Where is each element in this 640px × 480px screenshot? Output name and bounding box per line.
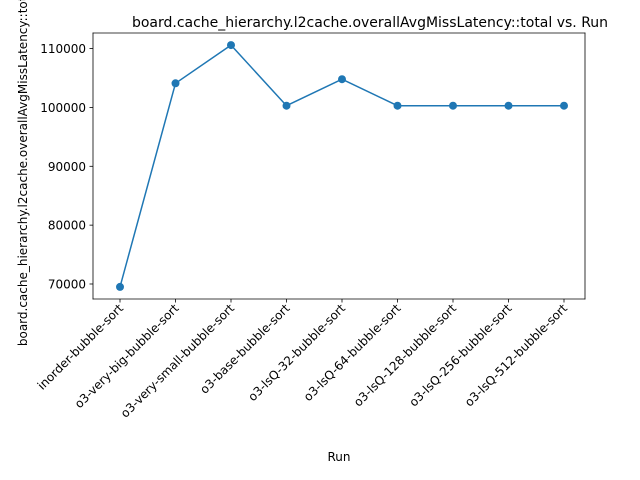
series-layer	[116, 41, 568, 291]
plot-area	[93, 33, 585, 299]
data-point	[171, 79, 180, 88]
data-point	[116, 282, 124, 291]
y-tick-label: 70000	[48, 277, 86, 291]
y-axis-label: board.cache_hierarchy.l2cache.overallAvg…	[16, 0, 30, 346]
y-tick-label: 110000	[40, 42, 86, 56]
data-point	[504, 101, 513, 110]
data-point	[449, 101, 457, 110]
data-point	[338, 75, 346, 84]
y-tick-label: 90000	[48, 160, 86, 174]
data-point	[227, 41, 235, 50]
x-axis-label: Run	[327, 450, 350, 464]
y-ticks: 70000 80000 90000 100000 110000	[40, 42, 93, 291]
y-tick-label: 80000	[48, 219, 86, 233]
data-point	[282, 101, 291, 110]
data-point	[393, 101, 402, 110]
chart-title: board.cache_hierarchy.l2cache.overallAvg…	[132, 15, 608, 31]
y-tick-label: 100000	[40, 101, 86, 115]
data-point	[560, 101, 568, 110]
